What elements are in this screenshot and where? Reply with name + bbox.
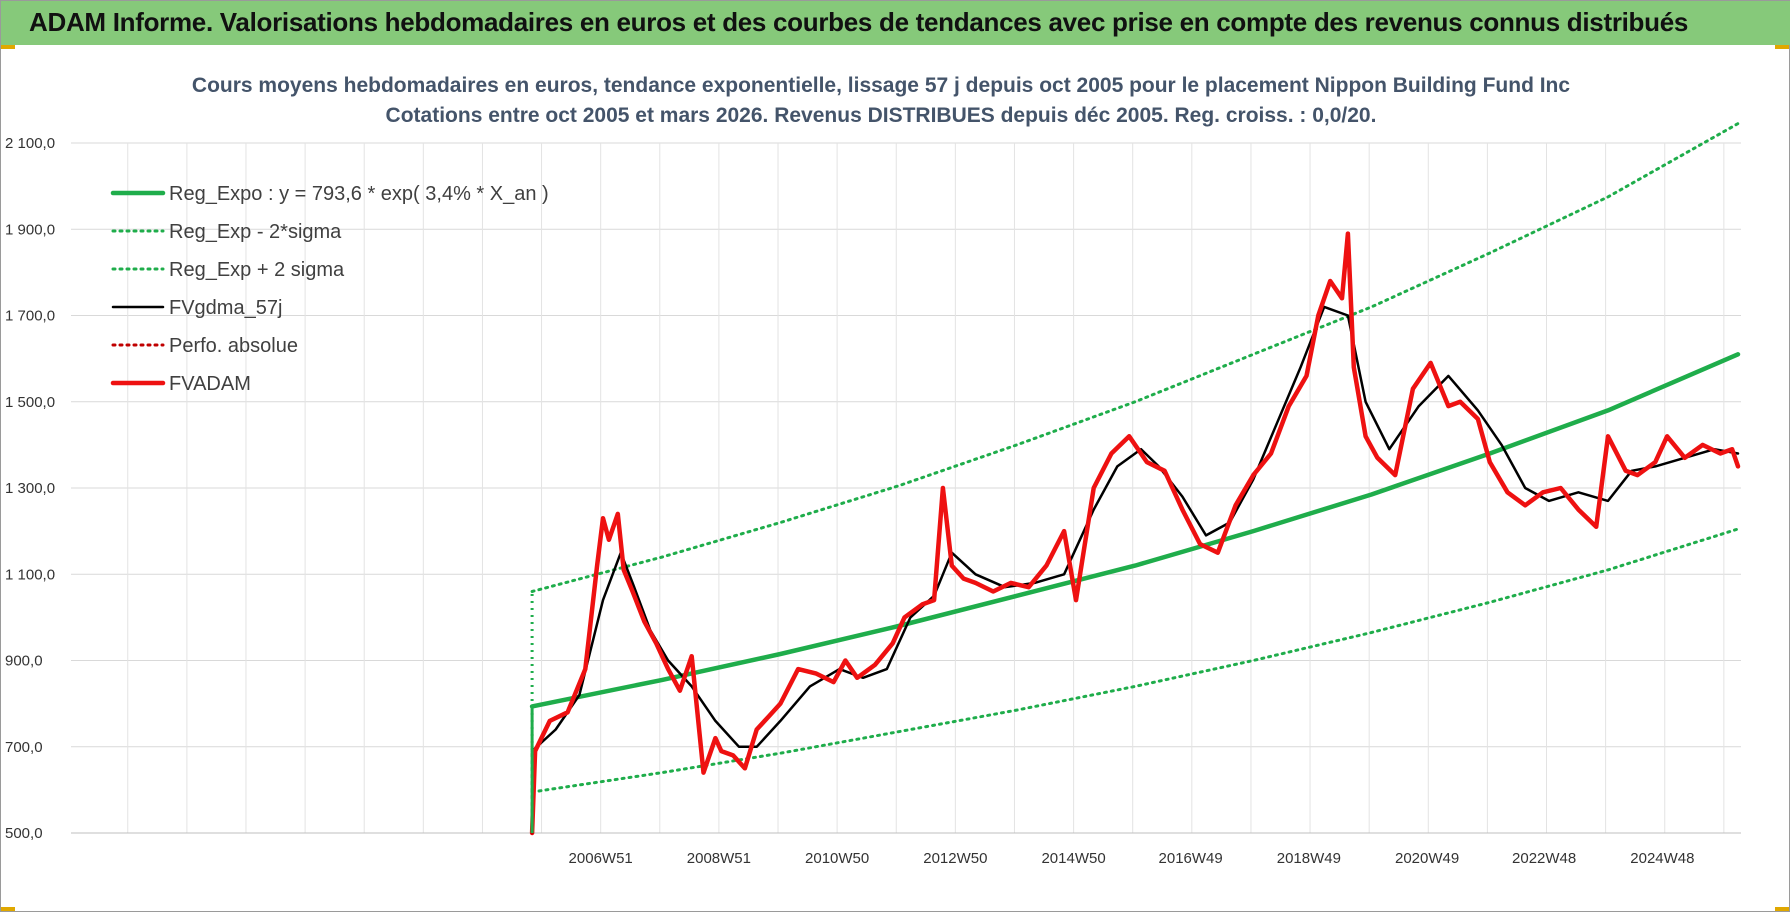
y-tick-label: 2 100,0 xyxy=(5,135,55,152)
legend-label: Perfo. absolue xyxy=(169,335,298,357)
series-line-2 xyxy=(530,122,1740,593)
series-line-3 xyxy=(530,305,1740,753)
x-tick-label: 2014W50 xyxy=(1041,850,1105,867)
chart-title-line-2: Cotations entre oct 2005 et mars 2026. R… xyxy=(385,104,1377,127)
y-tick-label: 1 100,0 xyxy=(5,566,55,583)
x-tick-label: 2010W50 xyxy=(805,850,869,867)
series-line-5 xyxy=(529,231,1741,836)
x-tick-label: 2006W51 xyxy=(569,850,633,867)
y-tick-label: 700,0 xyxy=(5,739,43,756)
y-tick-label: 500,0 xyxy=(5,825,43,842)
corner-mark xyxy=(1775,45,1789,49)
x-tick-label: 2018W49 xyxy=(1277,850,1341,867)
x-tick-label: 2022W48 xyxy=(1512,850,1576,867)
chart-title: Cours moyens hebdomadaires en euros, ten… xyxy=(1,71,1761,131)
report-title: ADAM Informe. Valorisations hebdomadaire… xyxy=(29,7,1689,37)
x-tick-label: 2020W49 xyxy=(1395,850,1459,867)
y-tick-label: 1 900,0 xyxy=(5,221,55,238)
x-tick-label: 2008W51 xyxy=(687,850,751,867)
chart-title-line-1: Cours moyens hebdomadaires en euros, ten… xyxy=(191,74,1571,97)
legend-label: FVADAM xyxy=(169,373,251,395)
legend-label: Reg_Expo : y = 793,6 * exp( 3,4% * X_an … xyxy=(169,183,549,205)
series-line-0 xyxy=(529,352,1741,709)
y-tick-label: 1 300,0 xyxy=(5,480,55,497)
report-banner: ADAM Informe. Valorisations hebdomadaire… xyxy=(1,1,1790,45)
legend: Reg_Expo : y = 793,6 * exp( 3,4% * X_an … xyxy=(110,183,549,395)
series-line-1 xyxy=(530,527,1740,794)
legend-label: Reg_Exp - 2*sigma xyxy=(169,221,342,243)
legend-label: FVgdma_57j xyxy=(169,297,282,319)
x-tick-label: 2016W49 xyxy=(1159,850,1223,867)
x-tick-label: 2024W48 xyxy=(1630,850,1694,867)
y-tick-label: 1 500,0 xyxy=(5,394,55,411)
corner-mark xyxy=(1,907,15,911)
legend-label: Reg_Exp + 2 sigma xyxy=(169,259,345,281)
y-tick-label: 1 700,0 xyxy=(5,308,55,325)
x-axis: 2006W51 2008W51 2010W50 2012W50 2014W50 2016W… xyxy=(71,832,1741,867)
corner-mark xyxy=(1775,907,1789,911)
x-tick-label: 2012W50 xyxy=(923,850,987,867)
y-axis: 500,0 700,0 900,0 1 100,0 1 300,0 1 500,0 1 70… xyxy=(5,135,55,842)
corner-mark xyxy=(1,45,15,49)
y-tick-label: 900,0 xyxy=(5,653,43,670)
series-group xyxy=(529,122,1741,836)
